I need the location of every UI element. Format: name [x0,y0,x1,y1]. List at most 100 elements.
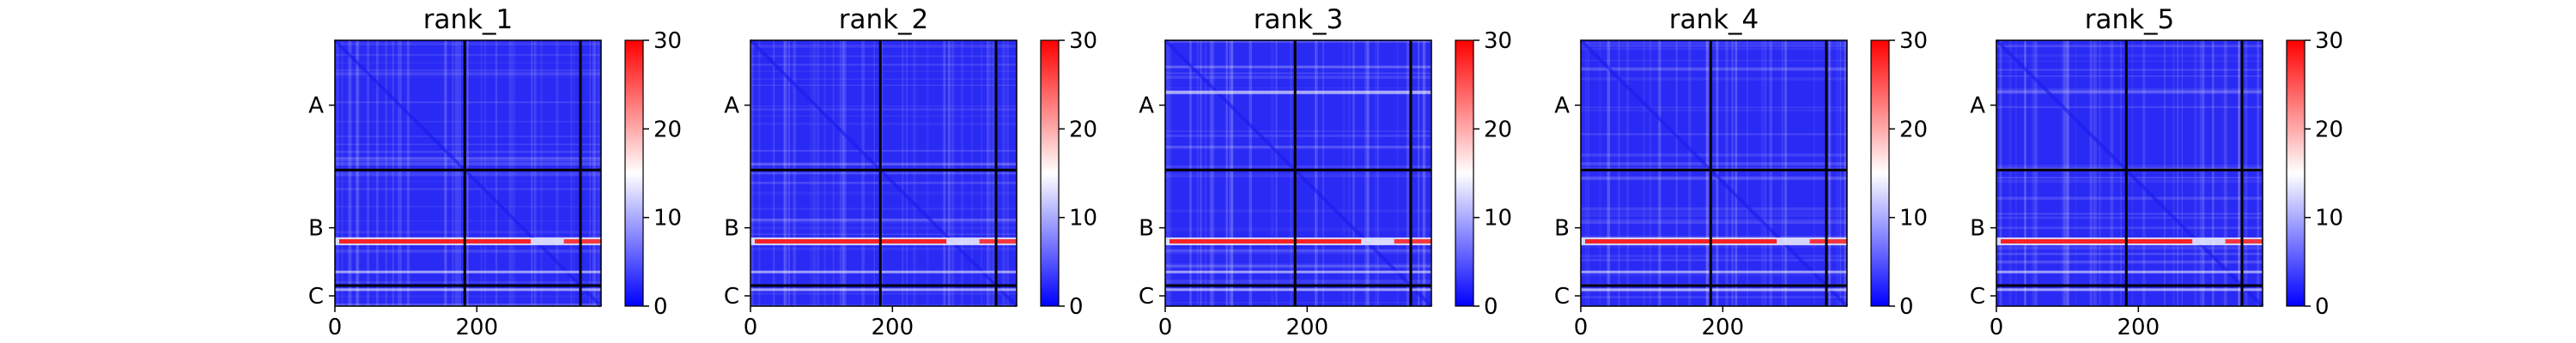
colorbar: 0 10 20 30 [1040,28,1097,320]
heatmap-texture-row [1581,42,1847,45]
heatmap-texture-column [1166,40,1170,306]
y-tick-label: A [1970,93,1985,119]
heatmap-diagonal [1995,39,2264,308]
heatmap-texture-row [335,303,601,306]
colorbar: 0 10 20 30 [624,28,682,320]
heatmap-texture-row [1581,175,1847,179]
heatmap-texture-row [1996,246,2263,250]
heatmap-texture-row [1996,252,2263,256]
heatmap-texture-row [1581,207,1847,211]
heatmap-texture-column [454,40,458,306]
heatmap-texture-column [2063,40,2066,306]
heatmap-texture-column [355,40,359,306]
heatmap-texture-column [2035,40,2038,306]
heatmap-texture-column [913,40,915,306]
panel-title: rank_2 [839,4,929,35]
x-tick-label: 200 [1702,315,1745,340]
heatmap-texture-column [1732,40,1735,306]
heatmap-texture-column [1352,40,1355,306]
heatmap-texture-row [335,143,601,146]
heatmap-texture-row [750,69,1017,72]
heatmap-texture-row [1996,75,2263,77]
heatmap-texture-row [1996,105,2263,109]
heatmap-texture-column [992,40,995,306]
heatmap-texture-column [1626,40,1629,306]
heatmap-texture-row [335,231,601,234]
heatmap-texture-column [838,40,840,306]
heatmap-texture-column [773,40,775,306]
heatmap-texture-column [1643,40,1645,306]
heatmap-texture-column [2075,40,2077,306]
heatmap-texture-column [480,40,483,306]
heatmap-texture-column [2089,40,2093,306]
heatmap-light-band [1165,270,1431,274]
heatmap-texture-column [2034,40,2037,306]
heatmap-texture-row [1165,250,1431,253]
heatmap-texture-column [1396,40,1400,306]
panel-title: rank_4 [1669,4,1759,35]
heatmap-texture-column [2164,40,2166,306]
heatmap-texture-column [784,40,787,306]
heatmap-texture-row [1165,252,1431,255]
heatmap-texture-row [750,247,1017,250]
heatmap-texture-column [1828,40,1830,306]
heatmap-texture-column [1205,40,1207,306]
heatmap-texture-column [902,40,904,306]
heatmap-texture-column [1735,40,1737,306]
heatmap-texture-column [1746,40,1748,306]
heatmap-texture-column [2024,40,2026,306]
heatmap-texture-column [1840,40,1842,306]
colorbar: 0 10 20 30 [2286,28,2343,320]
colorbar-tick-label: 20 [2315,117,2343,142]
heatmap-light-band [750,288,1017,292]
heatmap-texture-column [454,40,456,306]
heatmap-texture-row [750,218,1017,222]
heatmap-texture-row [1996,213,2263,215]
heatmap-texture-column [1607,40,1611,306]
heatmap-texture-column [2238,40,2241,306]
y-tick-label: B [1139,216,1154,242]
heatmap-texture-row [750,115,1017,117]
colorbar-tick-label: 30 [1069,28,1097,54]
heatmap-texture-row [1165,264,1431,268]
axes-frame [1580,39,1848,307]
heatmap-texture-row [1996,90,2263,93]
heatmap-texture-column [1347,40,1351,306]
colorbar-tick-label: 20 [1899,117,1928,142]
heatmap-texture-column [1230,40,1233,306]
colorbar: 0 10 20 30 [1870,28,1928,320]
heatmap-texture-column [960,40,964,306]
heatmap-texture-row [750,191,1017,196]
heatmap-texture-row [1996,91,2263,94]
heatmap-texture-column [2110,40,2114,306]
heatmap-texture-row [335,135,601,137]
heatmap-texture-row [335,150,601,153]
heatmap-texture-row [750,123,1017,125]
heatmap-texture-row [335,188,601,190]
heatmap-texture-row [1581,211,1847,215]
heatmap-texture-column [1839,40,1841,306]
y-tick-label: A [308,93,324,119]
heatmap-texture-row [750,226,1017,230]
heatmap-texture-column [2202,40,2206,306]
heatmap-texture-row [1165,75,1431,79]
heatmap-texture-column [356,40,358,306]
heatmap-texture-column [556,40,557,306]
heatmap-texture-column [906,40,908,306]
heatmap-texture-row [335,162,601,166]
heatmap-texture-column [1731,40,1734,306]
heatmap-diagonal [1163,39,1433,308]
heatmap-texture-column [2098,40,2102,306]
heatmap-texture-column [2066,40,2070,306]
heatmap [333,39,603,308]
heatmap-high-band [2001,238,2193,244]
heatmap-texture-row [335,54,601,57]
heatmap-texture-column [1844,40,1846,306]
y-tick-label: C [1139,284,1154,310]
heatmap-texture-column [1375,40,1379,306]
x-tick-label: 0 [328,315,343,340]
heatmap-texture-row [1165,145,1431,149]
heatmap-texture-column [1783,40,1788,306]
heatmap-high-band [1394,238,1431,244]
heatmap-texture-row [1165,130,1431,132]
